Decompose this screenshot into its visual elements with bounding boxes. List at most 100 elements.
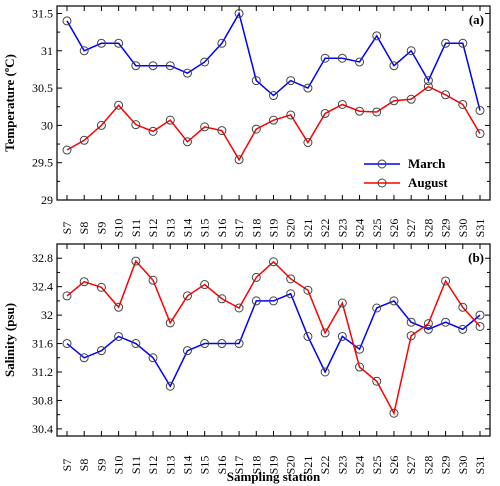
data-point-august-s31 xyxy=(475,321,485,331)
plot-frame xyxy=(56,243,491,437)
data-point-august-s17 xyxy=(234,303,244,313)
x-tick-label-s31: S31 xyxy=(473,219,487,238)
data-point-march-s31 xyxy=(475,310,485,320)
data-point-march-s28 xyxy=(423,324,433,334)
x-tick-label-s9: S9 xyxy=(94,459,108,472)
data-point-august-s27 xyxy=(406,94,416,104)
data-point-august-s11 xyxy=(131,256,141,266)
y-tick-label: 32.4 xyxy=(32,280,53,294)
data-point-august-s22 xyxy=(320,108,330,118)
y-axis-title: Temperature (ºC) xyxy=(2,54,17,152)
data-point-august-s29 xyxy=(441,276,451,286)
legend: March August xyxy=(360,152,484,192)
series-march xyxy=(62,8,485,115)
data-point-august-s29 xyxy=(441,90,451,100)
x-tick-label-s28: S28 xyxy=(421,456,435,475)
data-point-august-s11 xyxy=(131,120,141,130)
x-tick-label-s13: S13 xyxy=(163,219,177,238)
data-point-march-s8 xyxy=(79,353,89,363)
data-point-august-s9 xyxy=(96,120,106,130)
series-line-august xyxy=(66,259,481,416)
x-tick-label-s29: S29 xyxy=(439,456,453,475)
data-point-march-s19 xyxy=(269,296,278,306)
x-tick-label-s16: S16 xyxy=(215,456,229,475)
x-tick-label-s10: S10 xyxy=(112,456,126,475)
x-axis-title: Sampling station xyxy=(227,469,321,484)
data-point-march-s11 xyxy=(131,339,141,349)
data-point-march-s9 xyxy=(96,346,106,356)
data-point-august-s20 xyxy=(286,274,296,284)
data-point-march-s14 xyxy=(182,346,192,356)
x-tick-label-s26: S26 xyxy=(387,219,401,238)
x-tick-label-s11: S11 xyxy=(129,456,143,474)
data-point-march-s13 xyxy=(165,381,175,391)
data-point-august-s8 xyxy=(79,277,89,287)
x-tick-label-s15: S15 xyxy=(198,456,212,475)
x-tick-label-s14: S14 xyxy=(180,456,194,475)
data-point-march-s29 xyxy=(441,38,451,48)
x-tick-label-s18: S18 xyxy=(249,219,263,238)
x-tick-label-s17: S17 xyxy=(232,219,246,238)
x-tick-label-s20: S20 xyxy=(284,219,298,238)
data-point-august-s12 xyxy=(148,275,158,285)
y-tick-label: 30.5 xyxy=(32,81,53,95)
x-tick-label-s19: S19 xyxy=(267,219,281,238)
data-point-august-s30 xyxy=(458,302,468,312)
data-point-august-s19 xyxy=(269,257,278,267)
data-point-august-s24 xyxy=(355,362,365,372)
data-point-august-s18 xyxy=(251,272,261,282)
data-point-march-s17 xyxy=(234,8,244,18)
x-tick-label-s8: S8 xyxy=(77,459,91,472)
x-tick-label-s27: S27 xyxy=(404,456,418,475)
data-point-august-s12 xyxy=(148,126,158,136)
data-point-march-s7 xyxy=(62,339,72,349)
data-point-august-s20 xyxy=(286,110,296,120)
data-point-march-s21 xyxy=(303,83,313,93)
data-point-august-s7 xyxy=(62,291,72,301)
x-tick-label-s8: S8 xyxy=(77,222,91,235)
legend-marker-august xyxy=(377,178,387,188)
data-point-march-s15 xyxy=(200,57,210,67)
data-point-august-s14 xyxy=(182,291,192,301)
data-point-march-s26 xyxy=(389,296,399,306)
y-tick-label: 29.5 xyxy=(32,156,53,170)
data-point-august-s19 xyxy=(269,115,278,125)
data-point-march-s7 xyxy=(62,16,72,26)
data-point-march-s19 xyxy=(269,91,278,101)
panel-temperature: 29 29.5 30 30.5 31 31.5 S7 S8 S9 S10 S11 S12 S13 S14 S… xyxy=(2,5,491,238)
data-point-august-s15 xyxy=(200,280,210,290)
x-tick-label-s22: S22 xyxy=(318,219,332,238)
x-tick-label-s21: S21 xyxy=(301,219,315,238)
x-tick-label-s15: S15 xyxy=(198,219,212,238)
data-point-march-s17 xyxy=(234,339,244,349)
x-tick-label-s26: S26 xyxy=(387,456,401,475)
x-tick-label-s29: S29 xyxy=(439,219,453,238)
y-tick-label: 31.6 xyxy=(32,337,53,351)
x-tick-label-s25: S25 xyxy=(370,219,384,238)
data-point-march-s10 xyxy=(114,38,124,48)
y-tick-label: 30.8 xyxy=(32,393,53,407)
data-point-march-s24 xyxy=(355,344,365,354)
legend-marker-march xyxy=(377,159,387,169)
x-tick-label-s10: S10 xyxy=(112,219,126,238)
x-tick-label-s31: S31 xyxy=(473,456,487,475)
x-tick-label-s20: S20 xyxy=(284,456,298,475)
data-point-august-s23 xyxy=(337,298,347,308)
data-point-august-s31 xyxy=(475,129,485,139)
data-point-august-s25 xyxy=(372,376,382,386)
x-tick-label-s23: S23 xyxy=(335,456,349,475)
x-tick-label-s27: S27 xyxy=(404,219,418,238)
data-point-march-s12 xyxy=(148,61,158,71)
data-point-march-s12 xyxy=(148,353,158,363)
data-point-august-s27 xyxy=(406,331,416,341)
x-tick-label-s13: S13 xyxy=(163,456,177,475)
x-tick-label-s12: S12 xyxy=(146,456,160,475)
data-point-march-s27 xyxy=(406,317,416,327)
data-point-march-s9 xyxy=(96,38,106,48)
x-tick-label-s30: S30 xyxy=(456,219,470,238)
data-point-august-s13 xyxy=(165,115,175,125)
y-tick-label: 31.5 xyxy=(32,6,53,20)
x-tick-label-s9: S9 xyxy=(94,222,108,235)
data-point-march-s24 xyxy=(355,57,365,67)
legend-label-march: March xyxy=(408,156,446,171)
